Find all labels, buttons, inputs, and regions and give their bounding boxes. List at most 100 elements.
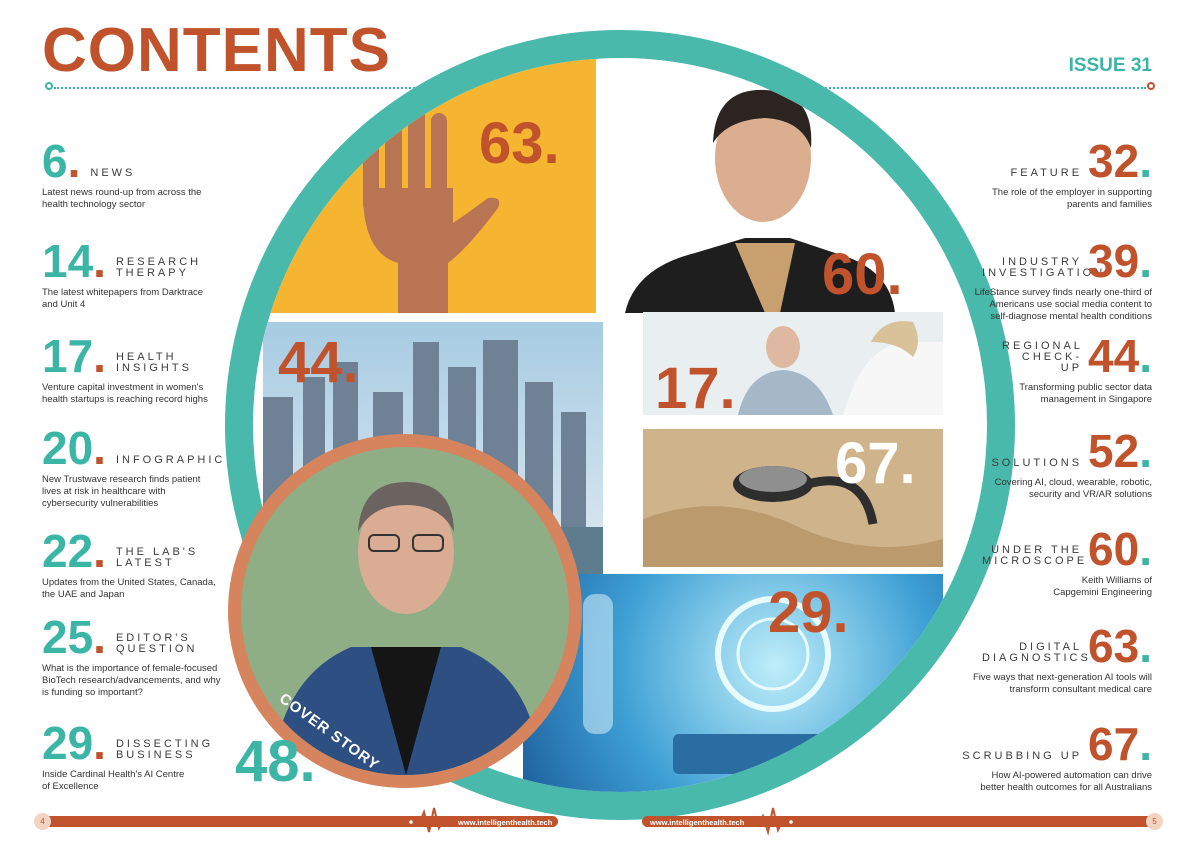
ecg-icon: [748, 807, 794, 836]
issue-label: ISSUE 31: [1068, 55, 1152, 76]
toc-entry-left[interactable]: 20. INFOGRAPHIC New Trustwave research fi…: [42, 422, 242, 510]
tile-number-hand: 63.: [479, 111, 560, 176]
toc-entry-left[interactable]: 22. THE LAB'S LATEST Updates from the Uni…: [42, 525, 242, 601]
entry-number: 52: [1088, 425, 1140, 477]
entry-number: 14: [42, 235, 94, 287]
entry-number: 25: [42, 611, 94, 663]
entry-dot: .: [1139, 718, 1152, 770]
tile-consult[interactable]: 17.: [643, 312, 943, 415]
entry-label: UNDER THE MICROSCOPE: [982, 544, 1088, 567]
header-rule-right-end: [1147, 82, 1155, 90]
entry-dot: .: [93, 235, 106, 287]
entry-head: 6. NEWS: [42, 135, 242, 187]
hand-illustration: [363, 96, 500, 313]
toc-entry-left[interactable]: 25. EDITOR'S QUESTION What is the importa…: [42, 611, 242, 699]
entry-number: 32: [1088, 135, 1140, 187]
ecg-icon: [408, 807, 454, 833]
entry-description: Venture capital investment in women's he…: [42, 382, 208, 405]
consult-illustration: [738, 321, 943, 415]
entry-number: 39: [1088, 235, 1140, 287]
entry-head: REGIONAL CHECK-UP 44.: [952, 330, 1152, 382]
entry-dot: .: [93, 330, 106, 382]
feature-circle-inner: 63. 60.: [253, 58, 987, 792]
entry-dot: .: [67, 135, 81, 187]
entry-dot: .: [93, 422, 106, 474]
stethoscope-illustration: [643, 466, 943, 567]
portrait-illustration: [625, 89, 895, 313]
toc-entry-left[interactable]: 14. RESEARCH THERAPY The latest whitepape…: [42, 235, 242, 311]
toc-entry-right[interactable]: REGIONAL CHECK-UP 44. Transforming public…: [952, 330, 1152, 406]
tile-number-ai: 29.: [768, 580, 849, 645]
footer-url-right[interactable]: www.intelligenthealth.tech: [650, 818, 745, 827]
entry-label: EDITOR'S QUESTION: [115, 632, 198, 655]
entry-label: INDUSTRY INVESTIGATION: [982, 256, 1106, 279]
entry-number: 22: [42, 525, 94, 577]
tile-hand[interactable]: 63.: [253, 58, 596, 313]
header-rule-left-end: [45, 82, 53, 90]
tile-number-stethoscope: 67.: [835, 431, 916, 496]
entry-head: 17. HEALTH INSIGHTS: [42, 330, 242, 382]
toc-entry-right[interactable]: SCRUBBING UP 67. How AI-powered automatio…: [952, 718, 1152, 794]
entry-number: 67: [1088, 718, 1140, 770]
entry-dot: .: [1139, 235, 1152, 287]
entry-description: New Trustwave research finds patient liv…: [42, 474, 201, 509]
toc-entry-right[interactable]: UNDER THE MICROSCOPE 60. Keith Williams o…: [952, 523, 1152, 599]
entry-label: SOLUTIONS: [991, 457, 1083, 469]
entry-label: HEALTH INSIGHTS: [115, 351, 192, 374]
cover-story-circle[interactable]: [228, 434, 582, 788]
entry-description: What is the importance of female-focused…: [42, 663, 221, 698]
toc-entry-right[interactable]: INDUSTRY INVESTIGATION 39. LifeStance sur…: [952, 235, 1152, 323]
entry-label: DISSECTING BUSINESS: [115, 738, 214, 761]
entry-dot: .: [93, 717, 106, 769]
toc-entry-right[interactable]: FEATURE 32. The role of the employer in s…: [952, 135, 1152, 211]
entry-description: The latest whitepapers from Darktrace an…: [42, 287, 204, 310]
footer-url-left[interactable]: www.intelligenthealth.tech: [458, 818, 553, 827]
entry-head: FEATURE 32.: [952, 135, 1152, 187]
entry-dot: .: [1139, 425, 1152, 477]
toc-entry-left[interactable]: 6. NEWS Latest news round-up from across …: [42, 135, 242, 211]
toc-entry-left[interactable]: 29. DISSECTING BUSINESS Inside Cardinal H…: [42, 717, 242, 793]
entry-head: 22. THE LAB'S LATEST: [42, 525, 242, 577]
footer-bar-left: [40, 816, 558, 827]
entry-label: THE LAB'S LATEST: [115, 546, 199, 569]
entry-label: RESEARCH THERAPY: [115, 256, 202, 279]
entry-description: Updates from the United States, Canada, …: [42, 577, 216, 600]
entry-label: INFOGRAPHIC: [115, 454, 226, 466]
toc-entry-right[interactable]: DIGITAL DIAGNOSTICS 63. Five ways that ne…: [952, 620, 1152, 696]
entry-description: Transforming public sector data manageme…: [1019, 382, 1152, 405]
entry-head: INDUSTRY INVESTIGATION 39.: [952, 235, 1152, 287]
ai-illustration: [583, 594, 833, 774]
tile-number-portrait: 60.: [822, 242, 903, 307]
entry-head: 29. DISSECTING BUSINESS: [42, 717, 242, 769]
toc-entry-right[interactable]: SOLUTIONS 52. Covering AI, cloud, wearabl…: [952, 425, 1152, 501]
tile-ai[interactable]: 29.: [523, 574, 943, 792]
footer-bar-right: [642, 816, 1160, 827]
toc-entry-left[interactable]: 17. HEALTH INSIGHTS Venture capital inves…: [42, 330, 242, 406]
entry-label: SCRUBBING UP: [962, 750, 1083, 762]
entry-number: 63: [1088, 620, 1140, 672]
entry-number: 17: [42, 330, 94, 382]
cover-story-photo: [241, 447, 569, 775]
entry-number: 44: [1088, 330, 1140, 382]
entry-head: SCRUBBING UP 67.: [952, 718, 1152, 770]
entry-label: FEATURE: [1010, 167, 1083, 179]
tile-portrait[interactable]: 60.: [605, 58, 987, 313]
page-number-right: 5: [1146, 813, 1163, 830]
entry-description: Inside Cardinal Health's AI Centre of Ex…: [42, 769, 185, 792]
entry-number: 6: [42, 135, 68, 187]
entry-dot: .: [1139, 620, 1152, 672]
feature-circle: 63. 60.: [225, 30, 1015, 820]
cover-story-number: 48.: [235, 729, 316, 794]
cover-portrait-illustration: [271, 482, 541, 775]
entry-number: 60: [1088, 523, 1140, 575]
entry-head: 14. RESEARCH THERAPY: [42, 235, 242, 287]
page-number-left: 4: [34, 813, 51, 830]
entry-head: DIGITAL DIAGNOSTICS 63.: [952, 620, 1152, 672]
entry-head: 20. INFOGRAPHIC: [42, 422, 242, 474]
entry-number: 20: [42, 422, 94, 474]
entry-dot: .: [1139, 523, 1152, 575]
entry-description: Covering AI, cloud, wearable, robotic, s…: [994, 477, 1152, 500]
entry-head: 25. EDITOR'S QUESTION: [42, 611, 242, 663]
tile-stethoscope[interactable]: 67.: [643, 429, 943, 567]
entry-label: REGIONAL CHECK-UP: [1002, 340, 1083, 374]
